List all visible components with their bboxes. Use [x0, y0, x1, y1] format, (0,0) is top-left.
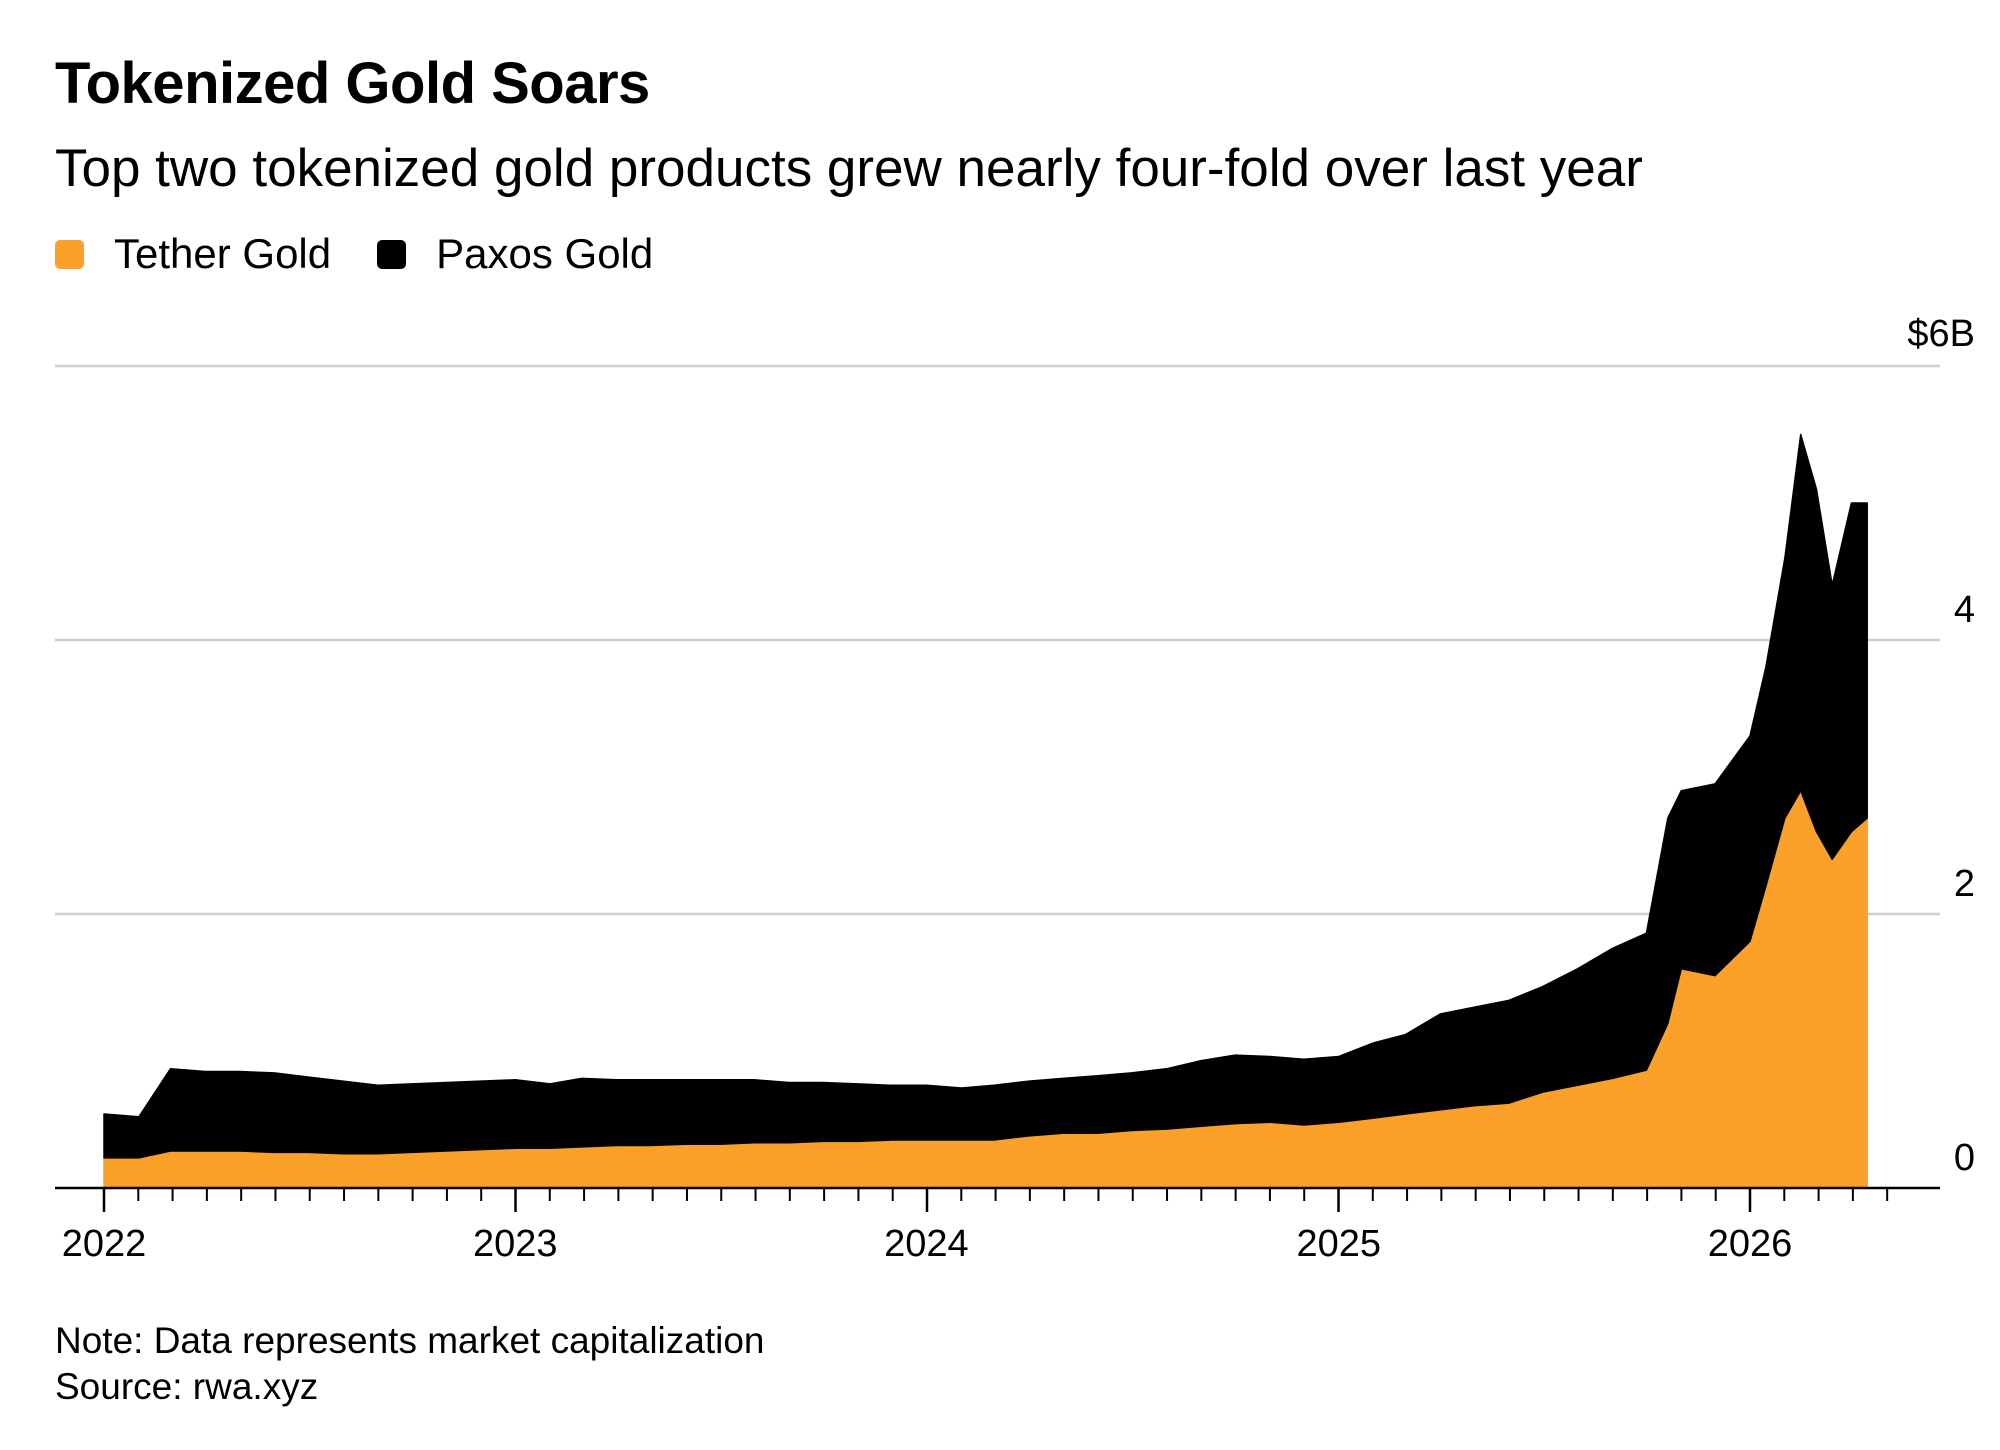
y-tick-label: 2 [1954, 863, 1975, 905]
legend-swatch-tether-gold [55, 239, 84, 269]
legend-item-paxos-gold: Paxos Gold [377, 230, 653, 278]
x-tick-label: 2022 [62, 1223, 147, 1265]
legend-label-paxos-gold: Paxos Gold [436, 230, 654, 277]
y-tick-label: 4 [1954, 589, 1975, 631]
area-series [103, 433, 1868, 1189]
legend-item-tether-gold: Tether Gold [55, 230, 331, 278]
chart-source: Source: rwa.xyz [55, 1366, 319, 1407]
x-tick-label: 2026 [1708, 1223, 1793, 1265]
area-paxos-gold [103, 433, 1868, 1159]
x-tick-label: 2025 [1297, 1223, 1382, 1265]
x-tick-label: 2024 [884, 1223, 969, 1265]
gridlines [55, 364, 1940, 916]
legend-swatch-paxos-gold [377, 239, 407, 269]
y-axis-labels: 0 2 4 $6B [1907, 313, 1975, 1179]
chart-subtitle: Top two tokenized gold products grew nea… [55, 139, 1643, 198]
y-tick-label: $6B [1907, 313, 1975, 355]
y-tick-label: 0 [1954, 1137, 1975, 1179]
stacked-area-chart: 2022 2023 2024 2025 2026 0 2 4 $6B [55, 313, 1975, 1265]
x-tick-label: 2023 [473, 1223, 558, 1265]
legend-label-tether-gold: Tether Gold [114, 230, 332, 277]
chart-title: Tokenized Gold Soars [55, 51, 650, 116]
x-axis: 2022 2023 2024 2025 2026 [55, 1186, 1940, 1265]
legend: Tether Gold Paxos Gold [55, 230, 699, 278]
chart-note: Note: Data represents market capitalizat… [55, 1320, 765, 1361]
